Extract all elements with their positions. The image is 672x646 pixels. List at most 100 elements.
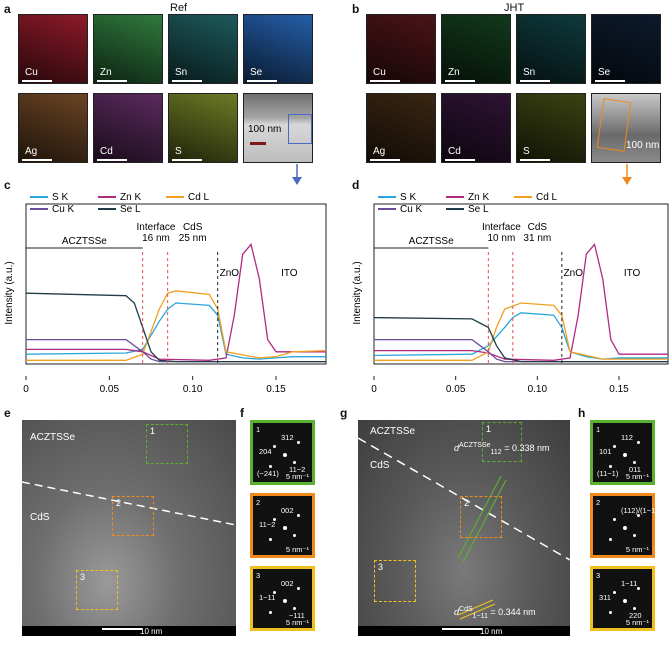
element-label: Ag [373, 146, 386, 157]
legend-label: Se L [468, 204, 489, 215]
ito-label: ITO [624, 268, 641, 279]
roi-box-3: 3 [76, 570, 118, 610]
tem-footer-bar [358, 626, 570, 636]
fft-index-label: 1−11 [259, 593, 276, 602]
scale-bar [520, 159, 550, 161]
element-map-jht-3: Se [591, 14, 661, 84]
element-map-ref-5: Cd [93, 93, 163, 163]
fft-scale-label: 5 nm⁻¹ [625, 545, 649, 554]
zno-label: ZnO [220, 268, 240, 279]
interface-width: 10 nm [488, 233, 516, 244]
tem-scale-bar [102, 628, 142, 630]
y-axis-label: Intensity (a.u.) [352, 261, 363, 324]
diffraction-spot [269, 538, 272, 541]
panel-label-f: f [240, 406, 244, 420]
linescan-chart-jht: S KZn KCd LCu KSe L00.050.100.15Distance… [352, 192, 669, 395]
scale-bar [97, 80, 127, 82]
diffraction-spot [273, 445, 276, 448]
ref-title: Ref [170, 2, 188, 14]
diffraction-spot [269, 611, 272, 614]
x-tick-label: 0.10 [183, 384, 203, 395]
fft-number: 1 [256, 425, 261, 434]
element-map-jht-1: Zn [441, 14, 511, 84]
scale-bar [370, 159, 400, 161]
diffraction-spot [633, 534, 636, 537]
fft-index-label: −111 [289, 611, 305, 620]
tem-label-bottom: CdS [370, 460, 390, 471]
fft-scale-label: 5 nm⁻¹ [625, 472, 649, 481]
tem-scale-bar [442, 628, 482, 630]
tem-scale-label: 10 nm [480, 627, 503, 636]
d-spacing-cds: dCdS1−11 = 0.344 nm [454, 606, 536, 620]
diffraction-spot [273, 518, 276, 521]
fft-index-label: 11−2 [289, 465, 306, 474]
x-tick-label: 0.15 [266, 384, 286, 395]
panel-label-e: e [4, 406, 11, 420]
legend-label: Cu K [400, 204, 423, 215]
element-label: Zn [448, 67, 460, 78]
roi-box-3: 3 [374, 560, 416, 602]
panel-label-c: c [4, 178, 11, 192]
element-map-jht-0: Cu [366, 14, 436, 84]
fft-scale-label: 5 nm⁻¹ [285, 472, 309, 481]
element-map-jht-6: S [516, 93, 586, 163]
fft-pattern-2: 2 (112)/(1−11) 5 nm⁻¹ [590, 493, 661, 558]
ref-haadf-image: 100 nm [243, 93, 313, 163]
fft-index-label: (112)/(1−11) [621, 506, 662, 515]
roi-box-2: 2 [112, 496, 154, 536]
diffraction-spot [623, 453, 627, 457]
tem-image-jht: ACZTSSe CdS 1 2 3 dACZTSSe112 = 0.338 nm… [358, 420, 570, 636]
interface-label: Interface [137, 222, 176, 233]
element-label: Cd [448, 146, 461, 157]
tem-scale-label: 10 nm [140, 627, 163, 636]
fft-number: 2 [596, 498, 601, 507]
fft-index-label: (−241) [257, 469, 279, 478]
roi-box-1: 1 [482, 422, 522, 462]
element-label: Zn [100, 67, 112, 78]
d-spacing-acztsse: dACZTSSe112 = 0.338 nm [454, 442, 550, 456]
legend-label: S K [400, 192, 416, 203]
cds-label: CdS [183, 222, 203, 233]
element-label: S [523, 146, 530, 157]
series-line [374, 242, 668, 361]
legend-label: Zn K [468, 192, 489, 203]
element-label: Cu [25, 67, 38, 78]
diffraction-spot [637, 587, 640, 590]
x-tick-label: 0.10 [528, 384, 548, 395]
fft-index-label: 312 [281, 433, 294, 442]
element-map-ref-2: Sn [168, 14, 238, 84]
x-tick-label: 0.15 [609, 384, 629, 395]
x-tick-label: 0.05 [100, 384, 120, 395]
scale-bar [595, 80, 625, 82]
interface-line [22, 481, 236, 526]
diffraction-spot [623, 526, 627, 530]
cds-label: CdS [528, 222, 548, 233]
region-label: ACZTSSe [62, 236, 107, 247]
element-label: Cu [373, 67, 386, 78]
element-label: Ag [25, 146, 38, 157]
fft-number: 1 [596, 425, 601, 434]
panel-label-h: h [578, 406, 586, 420]
ref-linescan-box [288, 114, 312, 144]
fft-pattern-2: 2 002 11−2 5 nm⁻¹ [250, 493, 315, 558]
legend-label: Cd L [536, 192, 558, 203]
interface-width: 16 nm [142, 233, 170, 244]
element-map-jht-5: Cd [441, 93, 511, 163]
ref-scale-label: 100 nm [248, 124, 282, 135]
tem-label-bottom: CdS [30, 512, 50, 523]
diffraction-spot [613, 518, 616, 521]
jht-title: JHT [504, 2, 525, 14]
y-axis-label: Intensity (a.u.) [4, 261, 15, 324]
diffraction-spot [293, 534, 296, 537]
scale-bar [172, 159, 202, 161]
series-line [25, 302, 326, 360]
interface-label: Interface [482, 222, 521, 233]
diffraction-spot [283, 599, 287, 603]
fft-pattern-1: 1 112 101 011 (11−1) 5 nm⁻¹ [590, 420, 655, 485]
fft-index-label: 204 [259, 447, 272, 456]
x-tick-label: 0.05 [446, 384, 466, 395]
diffraction-spot [633, 461, 636, 464]
diffraction-spot [269, 465, 272, 468]
series-line [373, 316, 668, 363]
element-label: Sn [523, 67, 536, 78]
